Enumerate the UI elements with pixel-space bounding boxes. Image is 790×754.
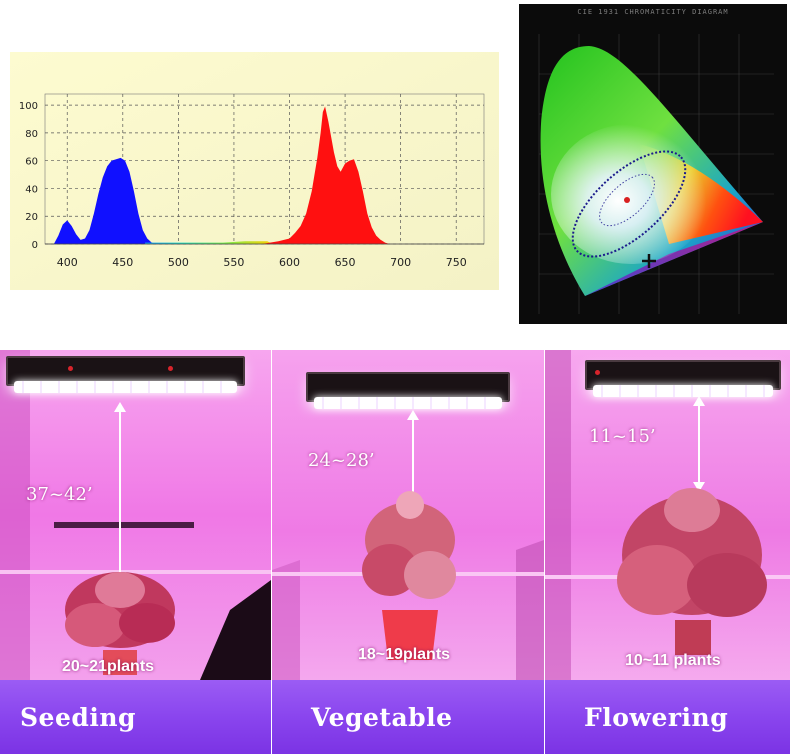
y-tick-label: 60 [25, 157, 38, 168]
x-tick-label: 750 [446, 256, 467, 269]
distance-label: 24~28’ [308, 450, 375, 471]
plant-image [362, 491, 456, 660]
led-indicator [68, 366, 73, 371]
cie-title: CIE 1931 CHROMATICITY DIAGRAM [577, 8, 729, 16]
distance-label: 37~42’ [26, 484, 93, 505]
label-flowering: Flowering [584, 703, 729, 732]
chart-ticks: 400 450 500 550 600 650 700 750 0 20 40 60 80 100 [19, 101, 467, 269]
x-tick-label: 700 [390, 256, 411, 269]
cie-plus-marker [642, 254, 656, 268]
cie-white-region [551, 124, 711, 264]
y-tick-label: 100 [19, 101, 38, 112]
grow-light [306, 372, 510, 409]
label-seeding: Seeding [20, 703, 136, 732]
led-array [14, 381, 237, 393]
y-tick-label: 20 [25, 212, 38, 223]
led-indicator [595, 370, 600, 375]
distance-label: 11~15’ [589, 426, 656, 447]
y-tick-label: 0 [32, 240, 38, 251]
series-area-red [261, 106, 390, 244]
y-tick-label: 40 [25, 184, 38, 195]
x-tick-label: 550 [223, 256, 244, 269]
x-tick-label: 600 [279, 256, 300, 269]
led-indicator [168, 366, 173, 371]
plant-image [65, 572, 175, 675]
y-tick-label: 80 [25, 129, 38, 140]
stage-label-band: Seeding Vegetable Flowering [0, 680, 790, 754]
panel-flowering: 11~15’ 10~11 plants [545, 350, 790, 680]
cie-gamut-plot [538, 34, 774, 314]
grow-light [585, 360, 781, 397]
grow-light [6, 356, 245, 393]
panel-seeding: 37~42’ 20~21plants [0, 350, 271, 680]
x-tick-label: 450 [112, 256, 133, 269]
spectrum-chart: 400 450 500 550 600 650 700 750 0 20 40 60 80 100 [10, 52, 499, 290]
cie-chromaticity-diagram: CIE 1931 CHROMATICITY DIAGRAM [519, 4, 787, 324]
led-array [593, 385, 773, 397]
panel-vegetable: 24~28’ 18~19plants [272, 350, 544, 680]
series-area-cyan-green-yellow [145, 241, 273, 244]
cie-purple-line [585, 222, 763, 296]
x-tick-label: 650 [335, 256, 356, 269]
cie-white-point [624, 197, 630, 203]
distance-arrow [114, 402, 126, 582]
series-area-blue [53, 157, 157, 244]
chart-marks [45, 106, 484, 245]
label-vegetable: Vegetable [311, 703, 453, 732]
plants-count: 10~11 plants [625, 652, 721, 669]
divider [544, 680, 545, 754]
led-array [314, 397, 502, 409]
cie-inner-ellipse [599, 173, 655, 227]
plant-image [617, 488, 767, 655]
chart-background [10, 52, 499, 290]
x-tick-label: 400 [57, 256, 78, 269]
divider [271, 680, 272, 754]
cie-gamut-ellipse [571, 150, 687, 258]
distance-arrow [693, 396, 705, 492]
plants-count: 18~19plants [358, 646, 451, 663]
plants-count: 20~21plants [62, 658, 155, 675]
x-tick-label: 500 [168, 256, 189, 269]
